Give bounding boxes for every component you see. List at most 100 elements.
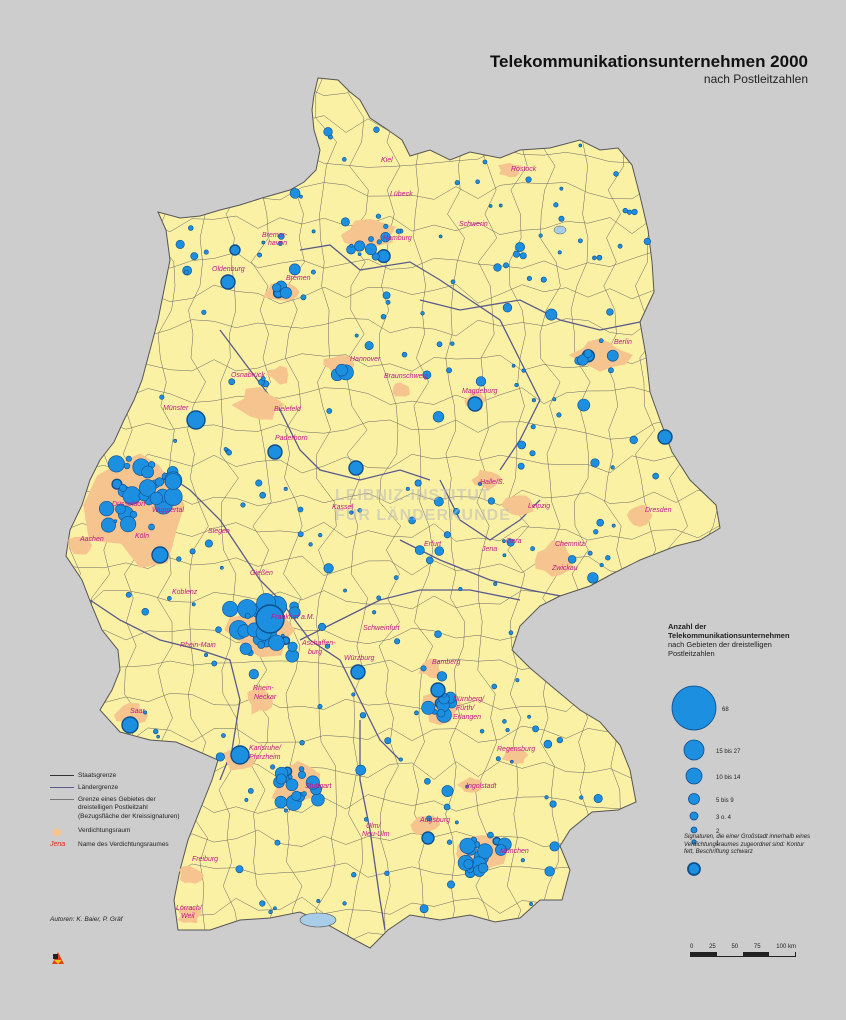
company-circle bbox=[611, 523, 616, 528]
city-label: Rhein-Main bbox=[180, 642, 216, 649]
company-circle bbox=[544, 795, 549, 800]
city-label: Aachen bbox=[79, 536, 104, 543]
company-circle bbox=[139, 479, 157, 497]
city-label: Jena bbox=[481, 546, 497, 553]
company-circle bbox=[521, 368, 526, 373]
company-circle bbox=[531, 398, 536, 403]
company-circle bbox=[596, 518, 605, 527]
company-circle bbox=[463, 859, 474, 869]
company-circle bbox=[301, 791, 307, 797]
company-circle bbox=[424, 777, 431, 785]
company-circle bbox=[529, 902, 533, 906]
company-circle bbox=[408, 516, 416, 525]
city-label: Schwerin bbox=[459, 221, 488, 228]
company-circle bbox=[567, 555, 577, 564]
company-circle bbox=[308, 542, 313, 547]
company-circle bbox=[613, 171, 619, 177]
company-circle bbox=[342, 901, 347, 906]
company-circle bbox=[393, 575, 399, 581]
legend-note: Signaturen, die einer Großstadt innerhal… bbox=[684, 834, 811, 855]
company-circle bbox=[447, 880, 456, 889]
district-border-symbol bbox=[50, 799, 74, 801]
city-label: Ingolstadt bbox=[466, 783, 497, 790]
company-circle bbox=[349, 510, 354, 515]
company-circle bbox=[280, 286, 292, 299]
city-label: Bremer- bbox=[262, 232, 288, 239]
company-circle bbox=[414, 545, 425, 556]
legend-agglomeration: Verdichtungsraum bbox=[50, 827, 180, 837]
company-circle bbox=[311, 792, 325, 807]
company-circle bbox=[503, 262, 509, 269]
company-circle bbox=[559, 186, 564, 191]
company-circle bbox=[596, 254, 603, 261]
city-label: Lörrach/ bbox=[176, 905, 203, 912]
company-circle bbox=[502, 553, 507, 558]
company-circle bbox=[458, 586, 463, 592]
company-circle bbox=[268, 634, 285, 651]
city-label: Zwickau bbox=[551, 565, 578, 572]
company-circle bbox=[239, 642, 252, 655]
company-circle bbox=[274, 839, 281, 846]
company-circle bbox=[384, 870, 390, 876]
company-circle bbox=[446, 367, 452, 374]
company-circle bbox=[215, 626, 222, 634]
agglomeration-blob bbox=[498, 162, 522, 178]
company-circle bbox=[446, 839, 453, 845]
company-circle bbox=[348, 460, 364, 476]
company-circle bbox=[324, 643, 331, 649]
company-circle bbox=[240, 502, 246, 508]
company-circle bbox=[487, 497, 496, 505]
city-label: Pforzheim bbox=[249, 754, 281, 761]
state-border-line bbox=[399, 539, 561, 597]
company-circle bbox=[123, 462, 131, 470]
company-circle bbox=[502, 719, 507, 724]
city-label: Nürnberg/ bbox=[453, 696, 485, 703]
company-circle bbox=[517, 462, 525, 470]
agglomeration-blob bbox=[231, 387, 285, 420]
district-line bbox=[506, 78, 530, 948]
agglomeration-blob bbox=[247, 687, 273, 715]
company-circle bbox=[375, 213, 382, 219]
company-circle bbox=[349, 243, 354, 248]
city-label: Würzburg bbox=[344, 655, 374, 662]
company-circle bbox=[299, 739, 305, 746]
legend-label-68: 68 bbox=[722, 707, 729, 713]
company-circle bbox=[441, 785, 454, 797]
city-label: Bamberg bbox=[432, 659, 461, 666]
company-circle bbox=[422, 370, 432, 380]
city-label: Kassel bbox=[332, 504, 353, 511]
city-label: Hamburg bbox=[383, 235, 412, 242]
company-circle bbox=[515, 242, 525, 253]
company-circle bbox=[323, 563, 334, 574]
company-circle bbox=[119, 483, 127, 492]
company-circle bbox=[125, 591, 132, 598]
company-circle bbox=[164, 487, 183, 506]
scale-tick-50: 50 bbox=[731, 944, 739, 950]
company-circle bbox=[549, 841, 560, 852]
company-circle bbox=[359, 712, 367, 719]
company-circle bbox=[383, 223, 389, 230]
district-line bbox=[66, 353, 720, 372]
company-circle bbox=[622, 207, 628, 214]
legend-district-border: Grenze eines Gebietes der dreistelligen … bbox=[50, 796, 180, 820]
company-circle bbox=[260, 376, 266, 381]
company-circle bbox=[401, 351, 408, 358]
company-circle bbox=[299, 194, 303, 199]
company-circle bbox=[426, 815, 432, 822]
city-label: Kiel bbox=[381, 157, 393, 164]
city-label: Chemnitz/ bbox=[555, 541, 588, 548]
state-border-line bbox=[89, 599, 241, 781]
company-circle bbox=[436, 671, 448, 682]
city-label: Hannover bbox=[350, 356, 381, 363]
company-circle bbox=[398, 757, 403, 762]
scale-tick-75: 75 bbox=[753, 944, 761, 950]
district-line bbox=[66, 251, 720, 271]
company-circle bbox=[506, 538, 515, 547]
company-circle bbox=[498, 203, 503, 208]
company-circle bbox=[438, 234, 443, 239]
company-circle bbox=[610, 465, 615, 470]
company-circle bbox=[515, 678, 520, 683]
watermark-line-1: LEIBNIZ-INSTITUT bbox=[335, 487, 491, 504]
company-circle bbox=[289, 263, 301, 276]
company-circle bbox=[148, 523, 155, 531]
